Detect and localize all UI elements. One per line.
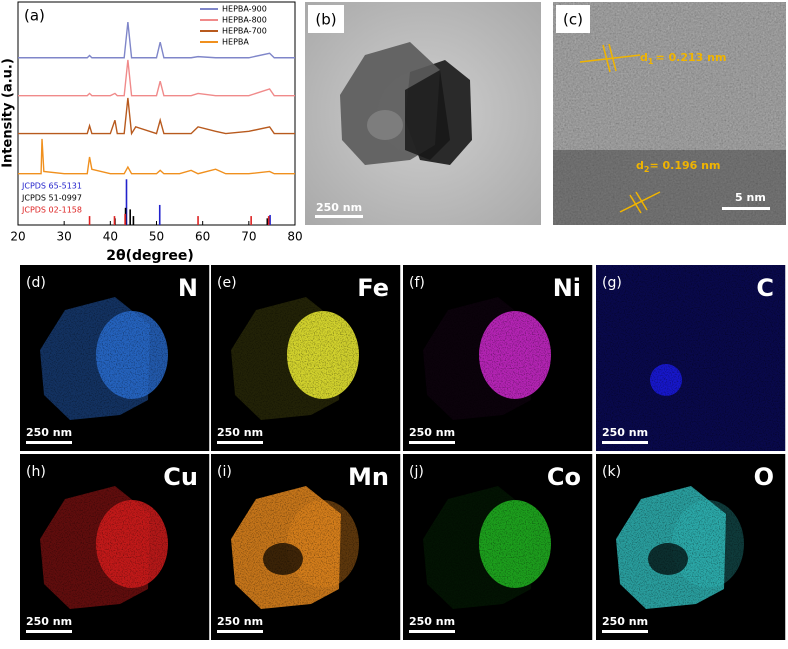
map-noise bbox=[211, 454, 401, 640]
xrd-line bbox=[18, 59, 295, 97]
eds-map: (g) C 250 nm bbox=[596, 265, 787, 451]
scale-bar-label: 250 nm bbox=[602, 426, 648, 439]
particle-overlap bbox=[405, 70, 450, 160]
eds-map: (h) Cu 250 nm bbox=[20, 454, 211, 640]
scale-bar-label: 250 nm bbox=[409, 426, 455, 439]
eds-map: (k) O 250 nm bbox=[596, 454, 787, 640]
hrtem-shade bbox=[553, 150, 786, 225]
d-spacing-label: d1 = 0.213 nm bbox=[640, 51, 726, 66]
map-noise bbox=[596, 454, 786, 640]
scale-bar bbox=[722, 207, 770, 210]
scale-bar-label: 250 nm bbox=[26, 615, 72, 628]
panel-label: (d) bbox=[26, 275, 46, 291]
element-label: Mn bbox=[348, 463, 389, 491]
x-axis-label: 2θ(degree) bbox=[106, 248, 194, 264]
panel-label: (c) bbox=[563, 11, 583, 29]
d-value: = 0.213 nm bbox=[655, 51, 726, 64]
panel-label: (a) bbox=[24, 7, 45, 25]
hrtem-panel: (c) d1 = 0.213 nm d2= 0.196 nm 5 nm bbox=[553, 2, 786, 225]
scale-bar-label: 250 nm bbox=[409, 615, 455, 628]
xrd-line bbox=[18, 21, 295, 59]
scale-bar bbox=[26, 441, 72, 444]
scale-bar bbox=[217, 441, 263, 444]
map-noise bbox=[403, 454, 593, 640]
x-tick-label: 30 bbox=[57, 230, 72, 244]
reference-label: JCPDS 02-1158 bbox=[21, 206, 82, 215]
element-label: Co bbox=[547, 463, 581, 491]
map-noise bbox=[20, 454, 210, 640]
map-noise bbox=[20, 265, 210, 451]
map-noise bbox=[211, 265, 401, 451]
scale-bar bbox=[217, 630, 263, 633]
xrd-line bbox=[18, 97, 295, 136]
element-label: Fe bbox=[357, 274, 389, 302]
particle-highlight bbox=[367, 110, 403, 140]
lattice-marker bbox=[579, 43, 661, 214]
panel-label: (k) bbox=[602, 464, 621, 480]
legend-label: HEPBA-900 bbox=[222, 5, 267, 14]
hrtem-texture bbox=[553, 2, 786, 225]
reference-label: JCPDS 65-5131 bbox=[21, 182, 82, 191]
legend-label: HEPBA-800 bbox=[222, 16, 267, 25]
eds-map: (d) N 250 nm bbox=[20, 265, 211, 451]
x-tick-label: 60 bbox=[195, 230, 210, 244]
scale-bar-label: 250 nm bbox=[26, 426, 72, 439]
scale-bar-label: 250 nm bbox=[602, 615, 648, 628]
eds-maps: (d) N 250 nm (e) Fe 250 nm (f) Ni 250 nm (g) C 250 … bbox=[20, 265, 787, 640]
eds-map: (j) Co 250 nm bbox=[403, 454, 594, 640]
scale-bar bbox=[602, 441, 648, 444]
xrd-panel: (a) 2θ(degree) Intensity (a.u.) 20 30 40 50… bbox=[1, 1, 303, 264]
scale-bar bbox=[26, 630, 72, 633]
d-value: = 0.196 nm bbox=[649, 159, 720, 172]
x-tick-label: 80 bbox=[287, 230, 302, 244]
element-label: O bbox=[754, 463, 774, 491]
map-noise bbox=[596, 265, 786, 451]
scale-bar-label: 250 nm bbox=[217, 615, 263, 628]
label-box bbox=[556, 5, 590, 33]
panel-label: (f) bbox=[409, 275, 425, 291]
panel-label: (i) bbox=[217, 464, 232, 480]
panel-label: (b) bbox=[315, 11, 336, 29]
x-tick-label: 50 bbox=[149, 230, 164, 244]
panel-label: (j) bbox=[409, 464, 424, 480]
scale-bar bbox=[409, 630, 455, 633]
eds-map: (i) Mn 250 nm bbox=[211, 454, 402, 640]
legend-label: HEPBA-700 bbox=[222, 27, 267, 36]
element-label: Ni bbox=[553, 274, 581, 302]
legend-label: HEPBA bbox=[222, 38, 249, 47]
panel-label: (e) bbox=[217, 275, 237, 291]
d-symbol: d bbox=[636, 159, 644, 172]
x-tick-label: 20 bbox=[10, 230, 25, 244]
x-tick-label: 70 bbox=[241, 230, 256, 244]
scale-bar bbox=[409, 441, 455, 444]
map-noise bbox=[403, 265, 593, 451]
xrd-line bbox=[18, 138, 295, 175]
eds-map: (f) Ni 250 nm bbox=[403, 265, 594, 451]
d-spacing-label: d2= 0.196 nm bbox=[636, 159, 720, 174]
scale-bar-label: 5 nm bbox=[735, 191, 766, 204]
scale-bar-label: 250 nm bbox=[217, 426, 263, 439]
element-label: C bbox=[756, 274, 774, 302]
reference-label: JCPDS 51-0997 bbox=[21, 194, 82, 203]
d-subscript: 1 bbox=[648, 57, 654, 66]
tem-panel: (b) 250 nm bbox=[305, 2, 541, 225]
scale-bar bbox=[315, 215, 363, 218]
eds-map: (e) Fe 250 nm bbox=[211, 265, 402, 451]
d-subscript: 2 bbox=[644, 165, 650, 174]
panel-label: (g) bbox=[602, 275, 622, 291]
scale-bar bbox=[602, 630, 648, 633]
element-label: N bbox=[178, 274, 198, 302]
d-symbol: d bbox=[640, 51, 648, 64]
panel-label: (h) bbox=[26, 464, 46, 480]
scale-bar-label: 250 nm bbox=[316, 201, 362, 214]
y-axis-label: Intensity (a.u.) bbox=[1, 58, 16, 168]
element-label: Cu bbox=[163, 463, 198, 491]
x-tick-label: 40 bbox=[103, 230, 118, 244]
label-box bbox=[308, 5, 344, 33]
